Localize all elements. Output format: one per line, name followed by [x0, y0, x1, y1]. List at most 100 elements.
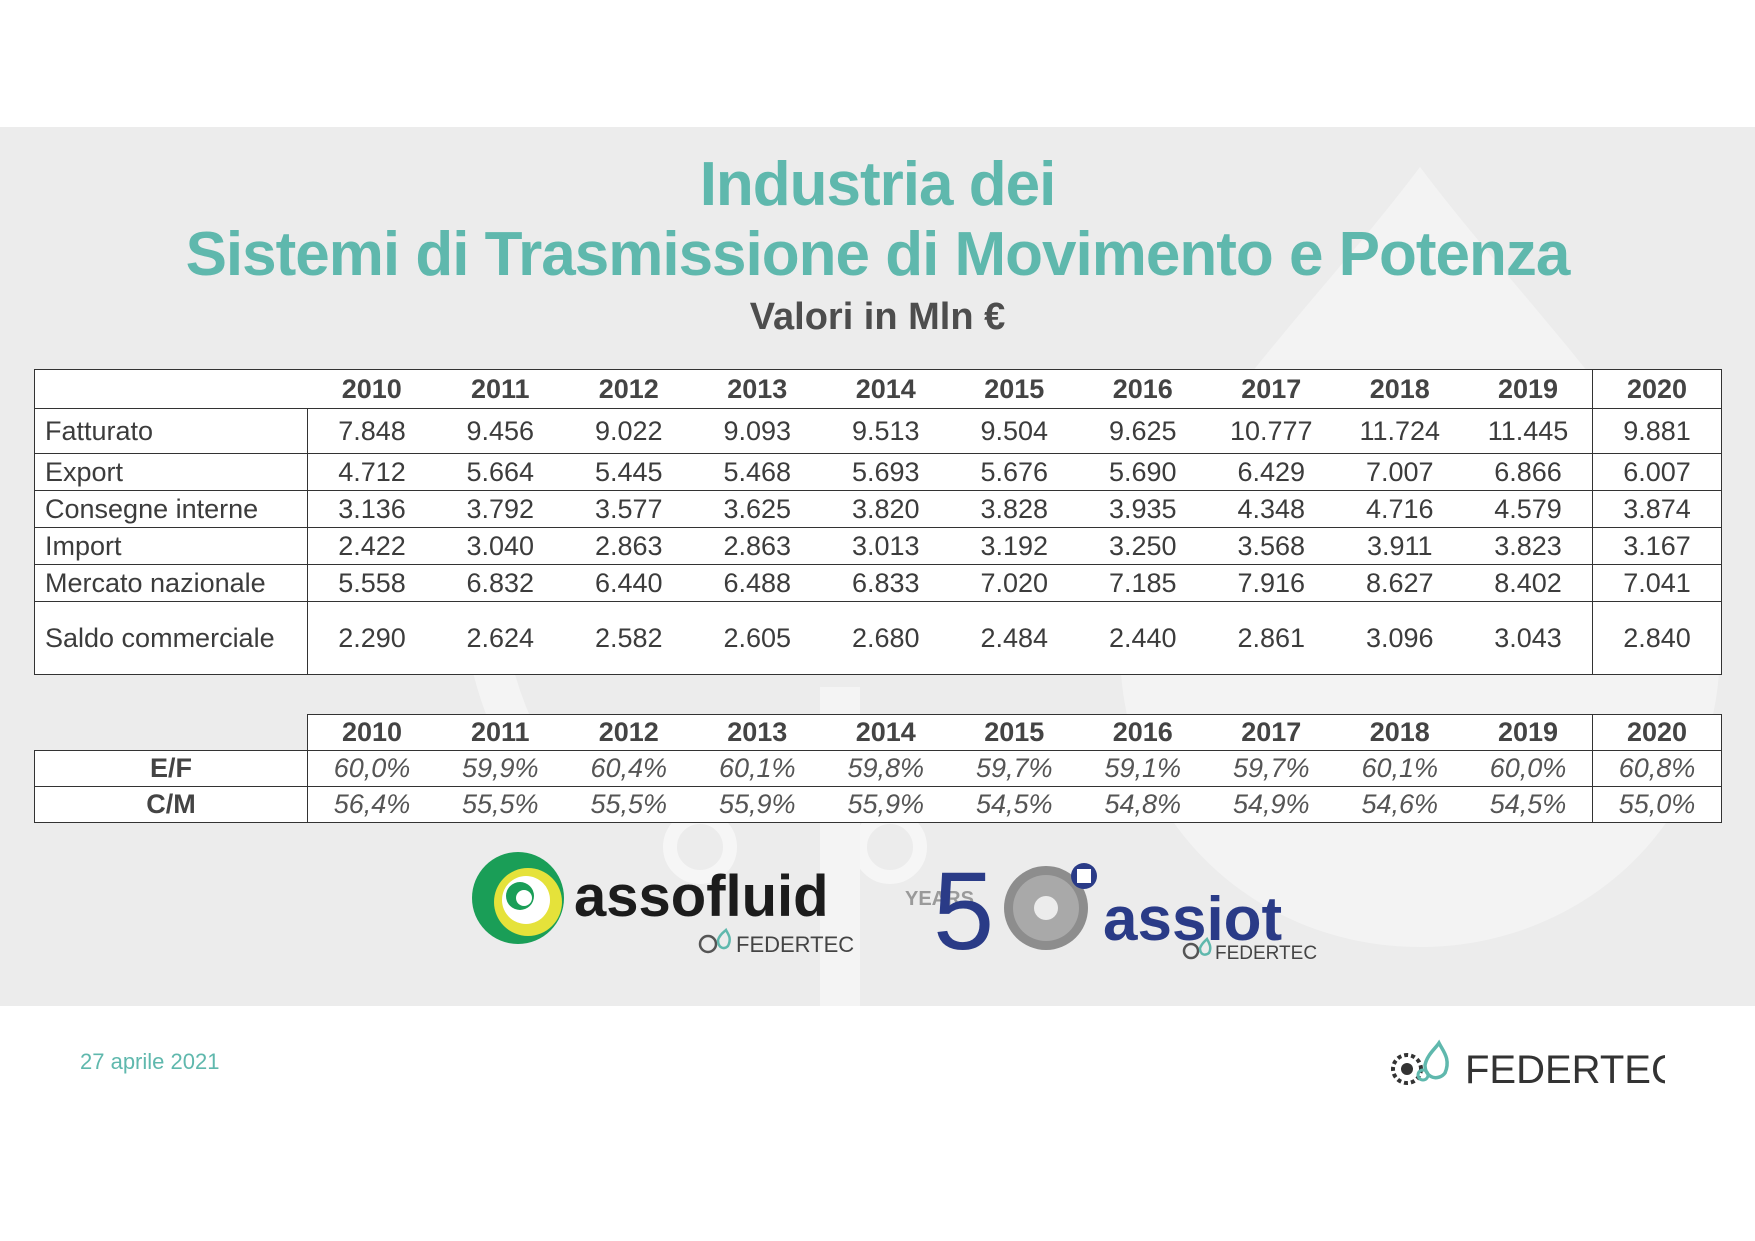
table-cell: 55,5%: [564, 786, 693, 823]
table-cell: 3.096: [1335, 601, 1464, 675]
table-cell: 55,9%: [693, 786, 822, 823]
table-cell: 7.185: [1078, 564, 1207, 602]
row-label: Export: [34, 453, 308, 491]
table-cell: 5.445: [564, 453, 693, 491]
table-cell: 3.874: [1592, 490, 1722, 528]
assiot-wordmark: assiot: [1103, 885, 1282, 954]
year-header: 2018: [1335, 714, 1464, 751]
title-line-2: Sistemi di Trasmissione di Movimento e P…: [185, 220, 1571, 289]
table-cell: 5.558: [307, 564, 436, 602]
table-cell: 7.007: [1335, 453, 1464, 491]
table-cell: 2.582: [564, 601, 693, 675]
table-cell: 5.664: [436, 453, 565, 491]
table-row-saldo-commerciale: Saldo commerciale 2.290 2.624 2.582 2.60…: [34, 601, 1722, 675]
row-label: Saldo commerciale: [34, 601, 308, 675]
row-label: E/F: [34, 750, 308, 787]
year-header: 2011: [436, 714, 565, 751]
table-cell: 60,1%: [693, 750, 822, 787]
row-label: Consegne interne: [34, 490, 308, 528]
main-data-table: 2010 2011 2012 2013 2014 2015 2016 2017 …: [34, 369, 1722, 675]
table-cell: 9.022: [564, 408, 693, 454]
table-cell: 5.468: [693, 453, 822, 491]
row-label: C/M: [34, 786, 308, 823]
table-cell: 3.040: [436, 527, 565, 565]
table-cell: 5.693: [821, 453, 950, 491]
row-label: Fatturato: [34, 408, 308, 454]
table-cell: 9.504: [950, 408, 1079, 454]
ratio-table-header-row: 2010 2011 2012 2013 2014 2015 2016 2017 …: [35, 714, 1722, 751]
federtec-small-icon: [1182, 936, 1212, 960]
federtec-footer-logo: FEDERTEC: [1391, 1039, 1665, 1092]
table-cell: 5.690: [1078, 453, 1207, 491]
table-cell: 9.625: [1078, 408, 1207, 454]
title-line-1: Industria dei: [699, 150, 1057, 219]
table-cell: 54,6%: [1335, 786, 1464, 823]
table-cell: 2.484: [950, 601, 1079, 675]
table-cell: 60,0%: [1464, 750, 1593, 787]
table-cell: 59,7%: [950, 750, 1079, 787]
table-cell: 7.848: [307, 408, 436, 454]
year-header: 2014: [821, 369, 950, 409]
assiot-logo: YEARS 5 assiot FEDERTEC: [905, 850, 1317, 968]
federtec-small-icon: [698, 927, 731, 954]
table-cell: 3.828: [950, 490, 1079, 528]
table-cell: 2.680: [821, 601, 950, 675]
table-cell: 9.093: [693, 408, 822, 454]
table-cell: 60,4%: [564, 750, 693, 787]
table-cell: 4.579: [1464, 490, 1593, 528]
year-header: 2014: [821, 714, 950, 751]
table-cell: 60,0%: [307, 750, 436, 787]
year-header: 2016: [1078, 714, 1207, 751]
table-row-ef: E/F 60,0% 59,9% 60,4% 60,1% 59,8% 59,7% …: [34, 750, 1722, 787]
federtec-gear-drop-icon: [1391, 1039, 1449, 1085]
table-cell: 55,5%: [436, 786, 565, 823]
table-cell: 3.911: [1335, 527, 1464, 565]
year-header: 2020: [1592, 714, 1722, 751]
subtitle: Valori in Mln €: [749, 296, 1006, 338]
table-cell: 60,1%: [1335, 750, 1464, 787]
table-cell: 4.348: [1207, 490, 1336, 528]
table-cell: 7.916: [1207, 564, 1336, 602]
header-blank: [34, 369, 308, 409]
gear-icon: [1004, 866, 1088, 950]
table-cell: 59,8%: [821, 750, 950, 787]
table-cell: 54,8%: [1078, 786, 1207, 823]
table-cell: 55,0%: [1592, 786, 1722, 823]
table-cell: 3.625: [693, 490, 822, 528]
table-cell: 11.724: [1335, 408, 1464, 454]
table-cell: 3.043: [1464, 601, 1593, 675]
table-cell: 3.792: [436, 490, 565, 528]
table-cell: 8.627: [1335, 564, 1464, 602]
assofluid-wordmark: assofluid: [574, 864, 829, 929]
table-cell: 3.577: [564, 490, 693, 528]
table-cell: 4.712: [307, 453, 436, 491]
year-header: 2010: [307, 369, 436, 409]
table-cell: 2.290: [307, 601, 436, 675]
table-cell: 2.440: [1078, 601, 1207, 675]
table-row-consegne-interne: Consegne interne 3.136 3.792 3.577 3.625…: [34, 490, 1722, 528]
table-cell: 3.013: [821, 527, 950, 565]
year-header: 2010: [307, 714, 436, 751]
table-cell: 6.007: [1592, 453, 1722, 491]
table-cell: 4.716: [1335, 490, 1464, 528]
table-cell: 3.568: [1207, 527, 1336, 565]
table-cell: 3.935: [1078, 490, 1207, 528]
table-cell: 2.624: [436, 601, 565, 675]
year-header: 2019: [1464, 369, 1593, 409]
table-row-mercato-nazionale: Mercato nazionale 5.558 6.832 6.440 6.48…: [34, 564, 1722, 602]
year-header: 2016: [1078, 369, 1207, 409]
table-row-export: Export 4.712 5.664 5.445 5.468 5.693 5.6…: [34, 453, 1722, 491]
footer-date: 27 aprile 2021: [80, 1049, 220, 1074]
table-cell: 11.445: [1464, 408, 1593, 454]
table-cell: 6.832: [436, 564, 565, 602]
year-header: 2012: [564, 369, 693, 409]
assofluid-federtec-label: FEDERTEC: [736, 932, 854, 957]
table-cell: 6.429: [1207, 453, 1336, 491]
year-header: 2017: [1207, 369, 1336, 409]
table-cell: 3.136: [307, 490, 436, 528]
assiot-years-label: YEARS: [905, 888, 974, 910]
table-cell: 54,5%: [1464, 786, 1593, 823]
year-header: 2019: [1464, 714, 1593, 751]
table-cell: 2.605: [693, 601, 822, 675]
table-cell: 2.863: [564, 527, 693, 565]
